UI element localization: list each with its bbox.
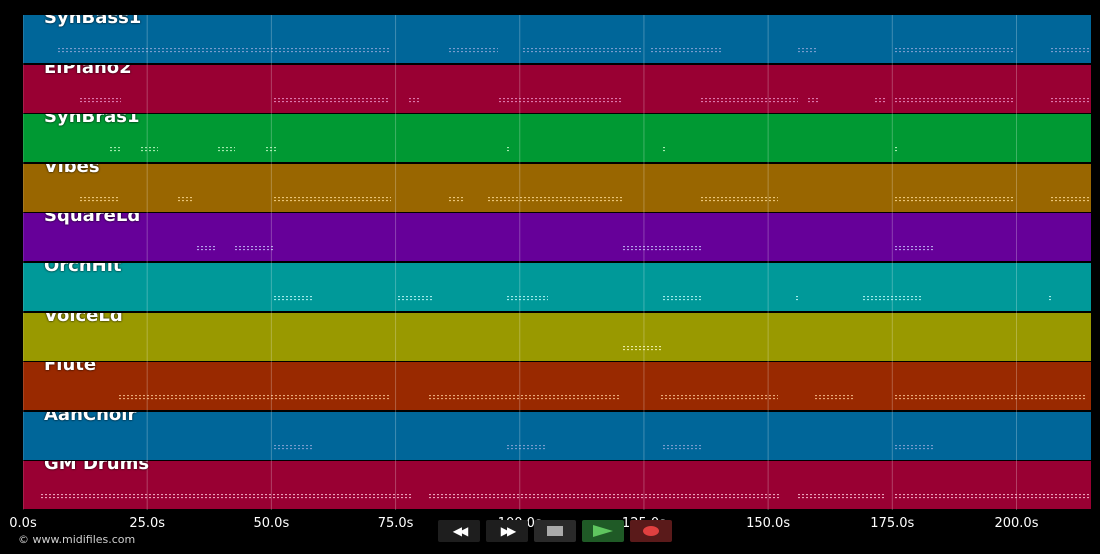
note-area: [41, 494, 1091, 499]
note-area: [274, 296, 1051, 301]
time-tick-label: 175.0s: [870, 516, 915, 531]
track-list: SynBass1 ElPiano2 SynBras1 Vibes SquareLd Orc…: [23, 15, 1091, 510]
note-area: [110, 147, 897, 152]
track-name: Flute: [44, 362, 97, 376]
play-icon: [593, 525, 613, 537]
fast-forward-button[interactable]: ▶▶: [486, 520, 528, 542]
rewind-icon: ◀◀: [452, 524, 469, 538]
track-name: SquareLd: [44, 213, 141, 227]
copyright-text: © www.midifiles.com: [18, 533, 136, 546]
note-area: [197, 246, 933, 251]
track-lane[interactable]: SynBass1: [23, 15, 1091, 63]
time-tick-label: 150.0s: [746, 516, 791, 531]
track-name: AahChoir: [44, 411, 137, 425]
play-button[interactable]: [582, 520, 624, 542]
time-tick-label: 200.0s: [994, 516, 1039, 531]
time-tick-label: 50.0s: [253, 516, 290, 531]
track-name: GM Drums: [44, 461, 150, 475]
note-area: [80, 97, 1091, 102]
track-lane[interactable]: GM Drums: [23, 461, 1091, 510]
time-tick-label: 25.0s: [129, 516, 166, 531]
note-area: [119, 395, 1085, 400]
track-name: SynBras1: [44, 114, 140, 128]
record-icon: [643, 526, 659, 536]
track-lane[interactable]: AahChoir: [23, 411, 1091, 460]
track-lane[interactable]: SynBras1: [23, 114, 1091, 163]
track-name: ElPiano2: [44, 64, 132, 78]
time-tick-label: 0.0s: [9, 516, 37, 531]
track-lane[interactable]: VoiceLd: [23, 312, 1091, 361]
record-button[interactable]: [630, 520, 672, 542]
track-lane[interactable]: Vibes: [23, 163, 1091, 212]
note-area: [80, 196, 1091, 201]
track-name: SynBass1: [44, 15, 142, 28]
transport-controls: ◀◀ ▶▶: [438, 520, 672, 542]
rewind-button[interactable]: ◀◀: [438, 520, 480, 542]
track-name: OrchHit: [44, 263, 122, 276]
track-lane[interactable]: OrchHit: [23, 263, 1091, 311]
time-tick-label: 75.0s: [377, 516, 414, 531]
stop-button[interactable]: [534, 520, 576, 542]
stop-icon: [547, 526, 563, 536]
track-name: Vibes: [44, 163, 100, 177]
track-lane[interactable]: SquareLd: [23, 213, 1091, 262]
track-name: VoiceLd: [44, 312, 123, 326]
note-area: [274, 444, 933, 449]
track-lane[interactable]: ElPiano2: [23, 64, 1091, 113]
track-lane[interactable]: Flute: [23, 362, 1091, 411]
note-area: [58, 48, 1091, 53]
note-area: [623, 345, 661, 350]
fast-forward-icon: ▶▶: [500, 524, 517, 538]
